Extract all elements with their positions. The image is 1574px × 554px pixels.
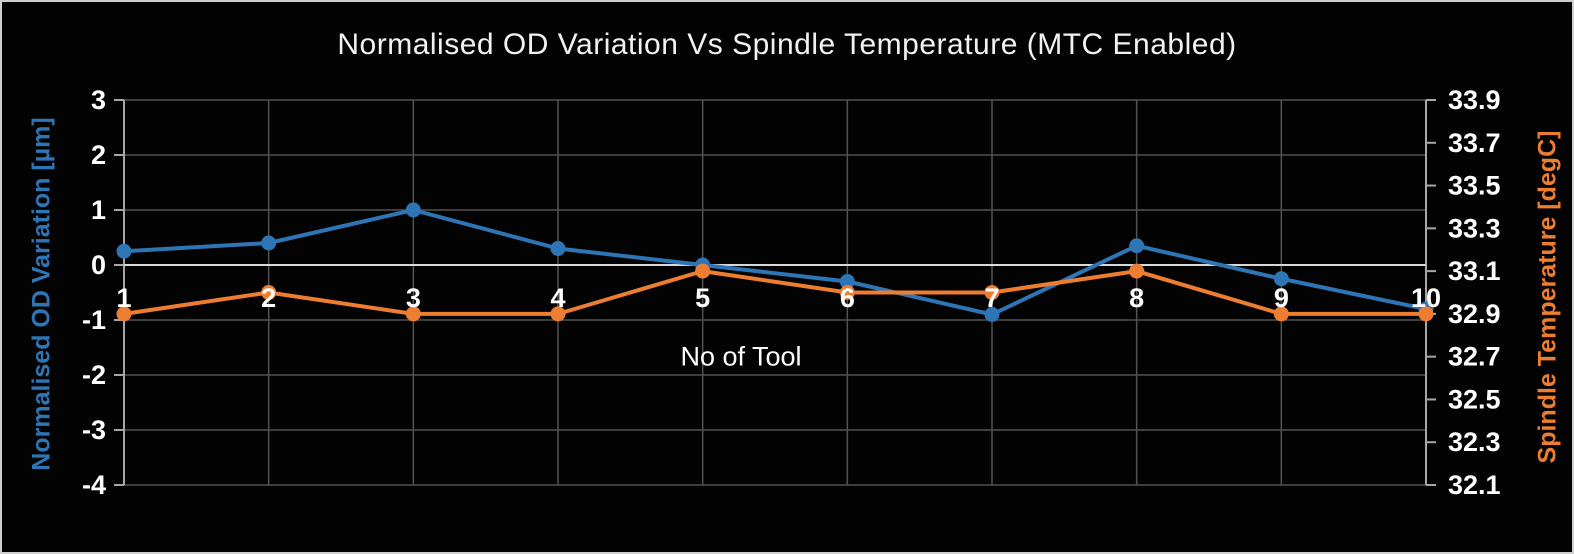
right-tick-label: 32.3 (1448, 427, 1501, 457)
chart-title: Normalised OD Variation Vs Spindle Tempe… (337, 28, 1237, 61)
series-0-marker-4 (550, 241, 566, 256)
category-label-2: 2 (261, 283, 276, 313)
series-0-marker-3 (405, 202, 421, 218)
series-1-marker-3 (405, 306, 421, 322)
series-1-marker-9 (1273, 306, 1289, 322)
series-0-marker-7 (984, 307, 1000, 322)
series-1-marker-2 (261, 285, 277, 300)
right-tick-label: 32.1 (1448, 470, 1501, 500)
series-1-marker-6 (839, 285, 855, 300)
right-tick-label: 32.9 (1448, 299, 1501, 329)
right-tick-label: 32.7 (1448, 342, 1501, 372)
series-0-marker-6 (839, 274, 855, 289)
series-1-marker-10 (1418, 306, 1434, 322)
left-tick-label: -1 (82, 305, 106, 335)
category-label-7: 7 (984, 283, 999, 313)
series-1-marker-1 (116, 306, 132, 322)
left-tick-label: -4 (82, 470, 106, 500)
series-1-marker-8 (1129, 263, 1145, 279)
right-tick-label: 33.5 (1448, 171, 1501, 201)
category-label-1: 1 (116, 283, 131, 313)
series-0-marker-2 (261, 235, 277, 251)
left-tick-label: 3 (91, 85, 106, 115)
right-tick-label: 33.1 (1448, 256, 1501, 286)
category-label-10: 10 (1411, 283, 1441, 313)
right-tick-label: 32.5 (1448, 384, 1501, 414)
left-axis-title: Normalised OD Variation [µm] (27, 117, 56, 471)
x-axis-title: No of Tool (680, 341, 802, 372)
series-1-marker-5 (695, 263, 711, 279)
category-label-3: 3 (406, 283, 421, 313)
category-label-9: 9 (1274, 283, 1289, 313)
series-0-marker-8 (1129, 238, 1145, 254)
category-label-5: 5 (695, 283, 710, 313)
left-tick-label: -3 (82, 415, 106, 445)
category-label-6: 6 (840, 283, 855, 313)
series-line-0 (122, 208, 1428, 317)
series-line-1 (122, 269, 1428, 316)
right-tick-label: 33.3 (1448, 213, 1501, 243)
series-0-marker-1 (116, 243, 132, 259)
series-0-marker-9 (1273, 271, 1289, 287)
right-axis-title: Spindle Temperature [degC] (1533, 130, 1562, 464)
left-tick-label: 0 (91, 250, 106, 280)
series-1-marker-7 (984, 285, 1000, 300)
right-tick-label: 33.7 (1448, 128, 1501, 158)
left-tick-label: 2 (91, 140, 106, 170)
series-1-marker-4 (550, 306, 566, 322)
left-tick-label: -2 (82, 360, 106, 390)
right-tick-label: 33.9 (1448, 85, 1501, 115)
category-label-4: 4 (550, 283, 565, 313)
left-tick-label: 1 (91, 195, 106, 225)
category-label-8: 8 (1129, 283, 1144, 313)
